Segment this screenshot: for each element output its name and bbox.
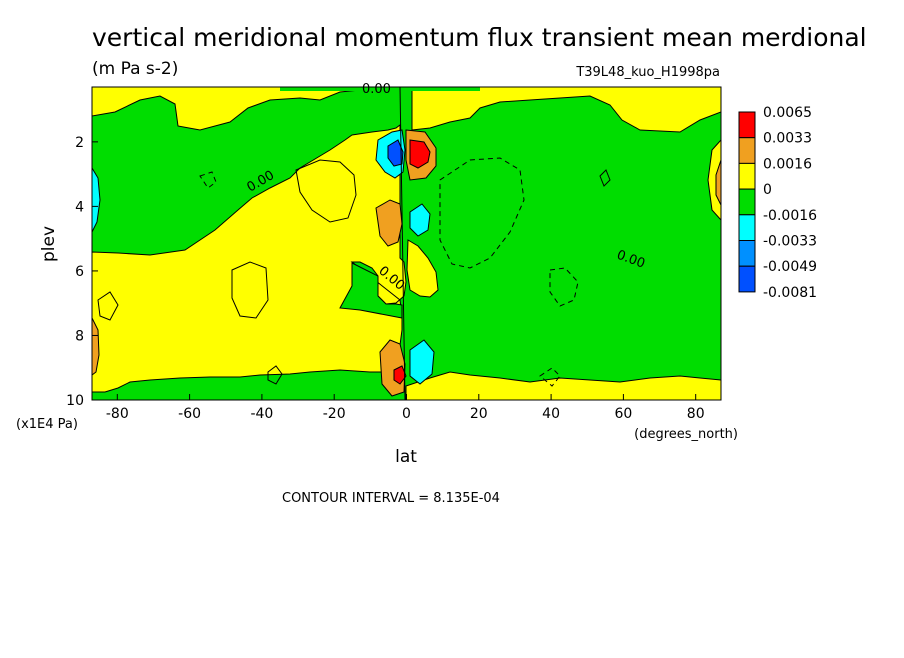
y-axis-units: (x1E4 Pa): [16, 417, 78, 432]
positive-strip-equator: [406, 239, 439, 298]
x-tick-label: 40: [542, 406, 560, 422]
max-positive-dipole-lower: [393, 365, 407, 385]
colorbar-label: -0.0033: [763, 234, 817, 250]
colorbar-swatch: [738, 214, 756, 242]
colorbar-swatch: [738, 162, 756, 190]
negative-mid-level: [409, 203, 431, 237]
colorbar-swatch: [738, 265, 756, 293]
colorbar-label: 0.0065: [763, 105, 812, 121]
colorbar-swatch: [738, 188, 756, 216]
colorbar-swatch: [738, 240, 756, 267]
x-tick-label: -40: [250, 406, 273, 422]
negative-left-edge: [92, 167, 101, 233]
x-axis-units: (degrees_north): [634, 427, 738, 442]
positive-right-edge: [707, 139, 721, 221]
y-tick-label: 10: [66, 393, 84, 409]
colorbar-label: 0: [763, 182, 772, 198]
colorbar-swatch: [738, 111, 756, 139]
y-axis: 2 4 6 8 10: [66, 135, 98, 409]
strong-negative-dipole-upper: [387, 139, 404, 167]
y-tick-label: 2: [75, 135, 84, 151]
negative-dipole-lower: [409, 339, 435, 385]
top-thin-band: [280, 87, 480, 91]
positive-mid-level: [375, 199, 403, 247]
positive-region-north-upper: [411, 87, 721, 133]
x-tick-label: 80: [687, 406, 705, 422]
y-tick-label: 4: [75, 199, 84, 215]
x-tick-label: -60: [178, 406, 201, 422]
y-tick-label: 6: [75, 264, 84, 280]
y-tick-label: 8: [75, 328, 84, 344]
x-tick-label: 0: [402, 406, 411, 422]
max-positive-dipole-upper: [409, 139, 431, 169]
x-tick-label: -20: [323, 406, 346, 422]
units-label: (m Pa s-2): [92, 59, 178, 79]
colorbar-label: -0.0049: [763, 259, 817, 275]
strong-positive-left-edge: [92, 317, 100, 376]
negative-contours: [199, 157, 579, 387]
colorbar: 0.0065 0.0033 0.0016 0 -0.0016 -0.0033 -0.0049…: [738, 105, 817, 301]
strong-positive-right-edge: [715, 159, 721, 206]
contour-interval: CONTOUR INTERVAL = 8.135E-04: [282, 491, 500, 506]
colorbar-label: 0.0033: [763, 131, 812, 147]
colorbar-label: -0.0016: [763, 208, 817, 224]
negative-island-1: [339, 262, 403, 319]
x-tick-label: 60: [614, 406, 632, 422]
plot-area: [92, 87, 721, 400]
colorbar-swatch: [738, 137, 756, 164]
colorbar-label: 0.0016: [763, 156, 812, 172]
run-label: T39L48_kuo_H1998pa: [575, 65, 720, 80]
contour-label: 0.00: [362, 82, 391, 97]
positive-contours: [97, 87, 611, 400]
x-tick-label: -80: [106, 406, 129, 422]
x-axis-label: lat: [395, 447, 417, 467]
chart-title: vertical meridional momentum flux transi…: [92, 23, 867, 52]
x-axis: -80 -60 -40 -20 0 20 40 60 80: [106, 394, 705, 422]
y-axis-label: plev: [39, 226, 59, 262]
x-tick-label: 20: [470, 406, 488, 422]
colorbar-label: -0.0081: [763, 285, 817, 301]
positive-region-north-lower: [405, 371, 721, 400]
